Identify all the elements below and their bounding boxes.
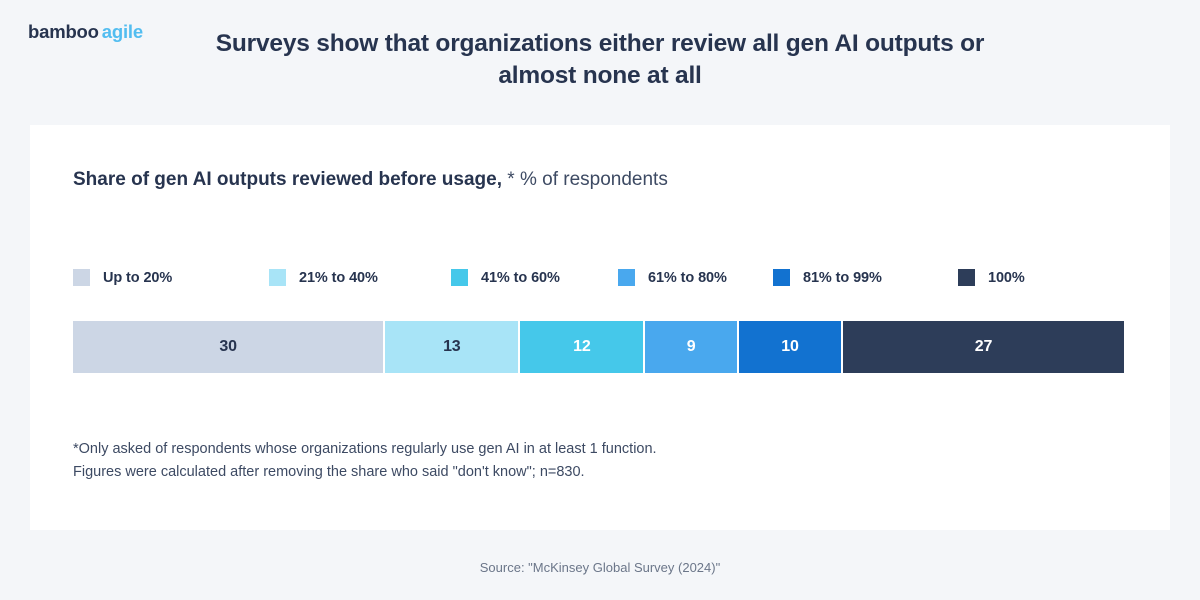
- chart-card: Share of gen AI outputs reviewed before …: [30, 125, 1170, 530]
- bar-segment-4[interactable]: 9: [645, 321, 739, 373]
- chart-subtitle-light: * % of respondents: [507, 169, 668, 190]
- legend-item-2[interactable]: 21% to 40%: [269, 269, 378, 286]
- source-caption: Source: "McKinsey Global Survey (2024)": [479, 560, 721, 575]
- legend-item-label: 41% to 60%: [481, 269, 560, 286]
- chart-subtitle: Share of gen AI outputs reviewed before …: [73, 168, 668, 193]
- page-title: Surveys show that organizations either r…: [215, 30, 985, 90]
- bar-segment-1[interactable]: 30: [73, 321, 386, 373]
- bar-segment-3[interactable]: 12: [520, 321, 646, 373]
- logo-text-secondary: agile: [101, 21, 143, 42]
- legend-item-3[interactable]: 41% to 60%: [451, 269, 560, 286]
- legend-swatch-icon: [451, 269, 468, 286]
- legend-item-6[interactable]: 100%: [958, 269, 1025, 286]
- legend-item-label: 100%: [988, 269, 1025, 286]
- bar-segment-6[interactable]: 27: [842, 321, 1124, 373]
- bar-segment-2[interactable]: 13: [385, 321, 521, 373]
- logo-text-primary: bamboo: [28, 21, 99, 42]
- legend-item-1[interactable]: Up to 20%: [73, 269, 172, 286]
- footnote-line-2: Figures were calculated after removing t…: [73, 464, 585, 481]
- chart-legend: Up to 20% 21% to 40% 41% to 60% 61% to 80% 8…: [73, 269, 1127, 293]
- legend-swatch-icon: [618, 269, 635, 286]
- chart-subtitle-bold: Share of gen AI outputs reviewed before …: [73, 169, 502, 190]
- bar-segment-5[interactable]: 10: [738, 321, 843, 373]
- legend-item-label: 21% to 40%: [299, 269, 378, 286]
- legend-swatch-icon: [958, 269, 975, 286]
- legend-item-4[interactable]: 61% to 80%: [618, 269, 727, 286]
- chart-footnote: *Only asked of respondents whose organiz…: [73, 438, 657, 485]
- legend-swatch-icon: [773, 269, 790, 286]
- legend-item-label: 61% to 80%: [648, 269, 727, 286]
- legend-swatch-icon: [269, 269, 286, 286]
- legend-swatch-icon: [73, 269, 90, 286]
- page-header: bamboo agile Surveys show that organizati…: [0, 0, 1200, 125]
- brand-logo[interactable]: bamboo agile: [28, 21, 143, 43]
- legend-item-label: 81% to 99%: [803, 269, 882, 286]
- stacked-bar-chart: 30 13 12 9 10 27: [73, 321, 1124, 373]
- legend-item-5[interactable]: 81% to 99%: [773, 269, 882, 286]
- legend-item-label: Up to 20%: [103, 269, 173, 286]
- footnote-line-1: *Only asked of respondents whose organiz…: [73, 441, 657, 457]
